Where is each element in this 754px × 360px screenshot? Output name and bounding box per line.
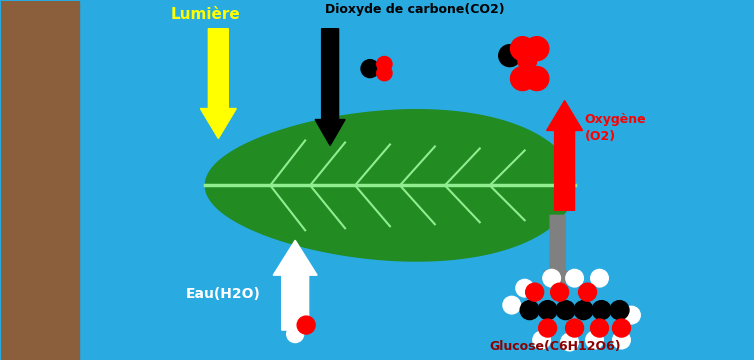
Circle shape: [566, 319, 584, 337]
Circle shape: [287, 307, 304, 325]
FancyArrow shape: [544, 215, 572, 295]
Text: Dioxyde de carbone(CO2): Dioxyde de carbone(CO2): [325, 3, 504, 16]
Circle shape: [550, 283, 569, 301]
Circle shape: [613, 331, 630, 349]
Circle shape: [520, 301, 539, 320]
Circle shape: [361, 60, 379, 78]
Bar: [1, 1, 78, 360]
Circle shape: [518, 52, 537, 71]
FancyArrow shape: [315, 29, 345, 145]
Circle shape: [377, 66, 392, 81]
Circle shape: [610, 301, 629, 320]
Circle shape: [498, 45, 521, 67]
Text: Eau(H2O): Eau(H2O): [185, 287, 260, 301]
Circle shape: [543, 269, 560, 287]
Circle shape: [578, 283, 596, 301]
Circle shape: [525, 67, 549, 91]
Text: Oxygène
(O2): Oxygène (O2): [584, 113, 646, 144]
Circle shape: [574, 301, 593, 320]
Circle shape: [556, 301, 575, 320]
Circle shape: [533, 331, 550, 349]
Circle shape: [510, 37, 535, 60]
Circle shape: [538, 319, 556, 337]
FancyArrow shape: [547, 100, 583, 210]
Text: Lumière: Lumière: [170, 7, 241, 22]
FancyArrow shape: [273, 240, 317, 330]
Circle shape: [623, 306, 640, 324]
Circle shape: [590, 269, 608, 287]
Text: Glucose(C6H12O6): Glucose(C6H12O6): [490, 340, 621, 353]
Circle shape: [518, 41, 537, 59]
Circle shape: [297, 316, 315, 334]
Circle shape: [525, 37, 549, 60]
Circle shape: [377, 57, 392, 72]
Circle shape: [590, 319, 608, 337]
Circle shape: [612, 319, 630, 337]
Circle shape: [516, 279, 534, 297]
Circle shape: [287, 325, 304, 342]
Circle shape: [586, 331, 603, 349]
FancyArrow shape: [201, 29, 236, 139]
Circle shape: [561, 333, 578, 351]
Circle shape: [526, 283, 544, 301]
Circle shape: [566, 269, 584, 287]
Circle shape: [503, 296, 520, 314]
Polygon shape: [205, 110, 575, 261]
Circle shape: [592, 301, 611, 320]
Circle shape: [538, 301, 557, 320]
Circle shape: [510, 67, 535, 91]
